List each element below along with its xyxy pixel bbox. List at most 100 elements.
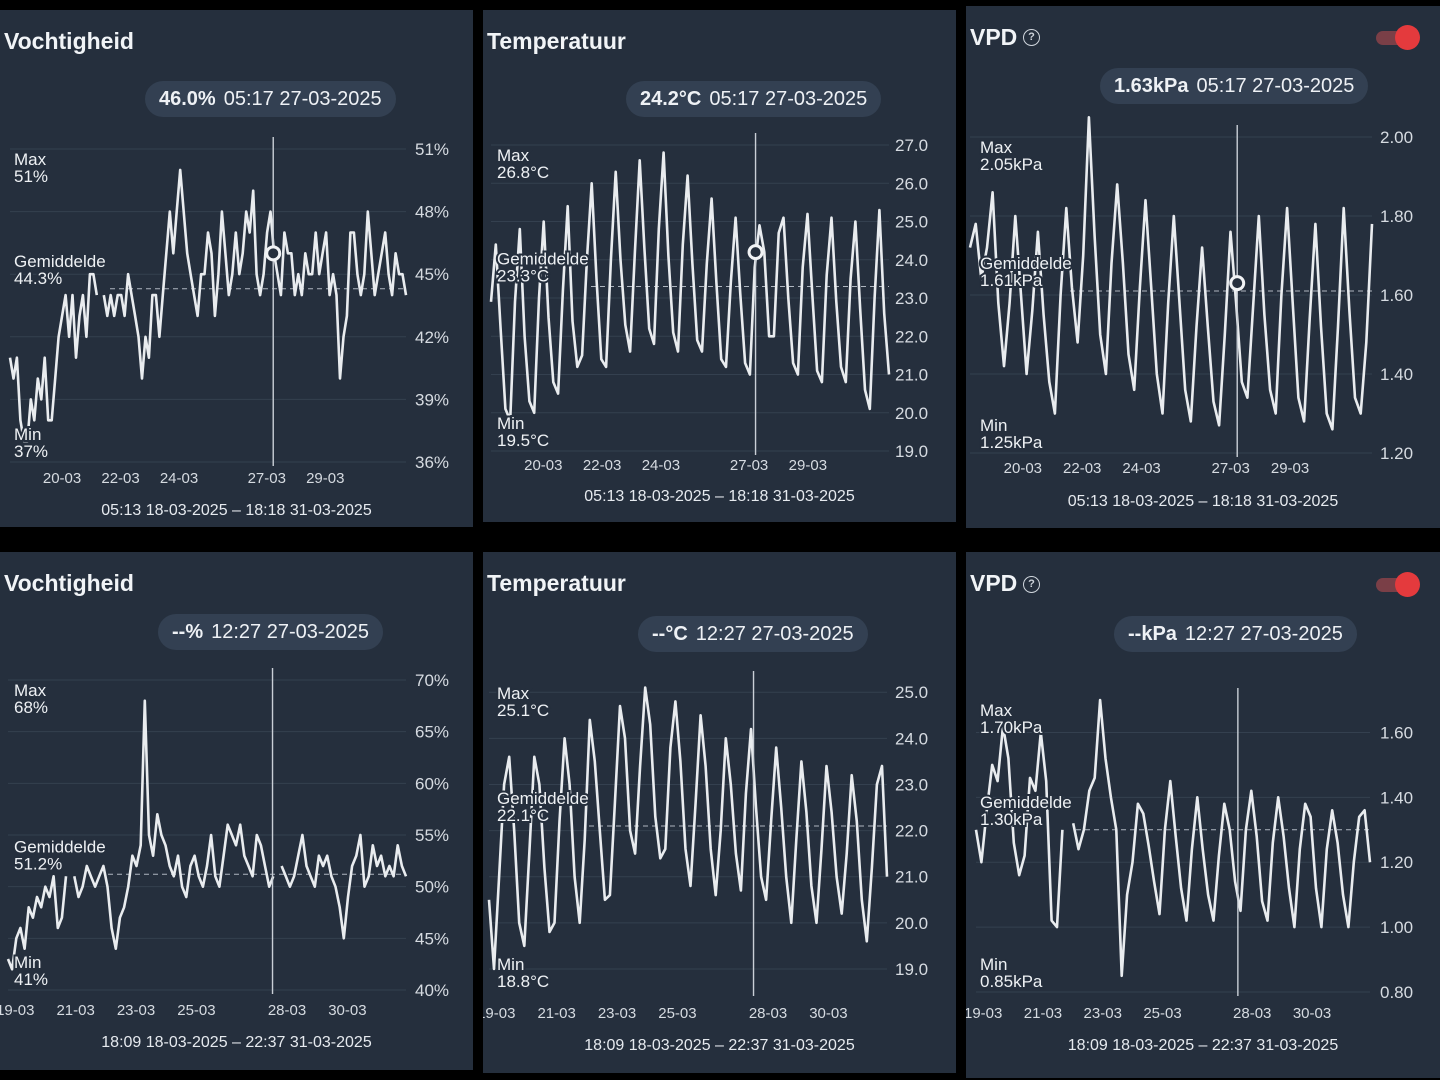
stat-min: 1.25kPa bbox=[980, 433, 1043, 452]
x-tick-label: 28-03 bbox=[1233, 1005, 1271, 1022]
line-chart[interactable]: 25.0 24.0 23.0 22.0 21.0 20.0 19.0 19-03 21-03 23… bbox=[483, 552, 956, 1073]
y-tick-label: 45% bbox=[415, 265, 449, 284]
readout-time: 12:27 27-03-2025 bbox=[1184, 623, 1343, 645]
value-readout: 46.0% 05:17 27-03-2025 bbox=[145, 81, 396, 117]
x-tick-label: 21-03 bbox=[56, 1002, 94, 1019]
y-tick-label: 20.0 bbox=[895, 914, 928, 933]
y-tick-label: 51% bbox=[415, 140, 449, 159]
cursor-marker[interactable] bbox=[265, 245, 282, 262]
readout-time: 12:27 27-03-2025 bbox=[211, 621, 370, 643]
y-tick-label: 65% bbox=[415, 723, 449, 742]
cursor-marker[interactable] bbox=[1229, 275, 1246, 292]
stat-avg-label: Gemiddelde bbox=[497, 789, 589, 808]
chart-panel: VPD? --kPa 12:27 27-03-2025 1.60 1.40 1.20 1.0… bbox=[966, 552, 1440, 1078]
stat-avg-label: Gemiddelde bbox=[980, 254, 1072, 273]
value-readout: 1.63kPa 05:17 27-03-2025 bbox=[1100, 68, 1369, 104]
chart-panel: Vochtigheid --% 12:27 27-03-2025 70% 65% 60% 5… bbox=[0, 552, 473, 1070]
panel-title: Vochtigheid bbox=[4, 570, 134, 596]
x-tick-label: 25-03 bbox=[658, 1005, 696, 1022]
panel-title: Vochtigheid bbox=[4, 28, 134, 54]
panel-title: VPD bbox=[970, 24, 1018, 50]
stat-min-label: Min bbox=[497, 414, 524, 433]
readout-time: 05:17 27-03-2025 bbox=[709, 88, 868, 110]
x-tick-label: 27-03 bbox=[248, 470, 286, 487]
date-range: 05:13 18-03-2025 – 18:18 31-03-2025 bbox=[584, 488, 855, 505]
stat-min-label: Min bbox=[980, 955, 1007, 974]
x-tick-label: 30-03 bbox=[1293, 1005, 1331, 1022]
readout-value: --% bbox=[172, 621, 204, 643]
x-tick-label: 19-03 bbox=[0, 1002, 34, 1019]
line-chart[interactable]: 1.60 1.40 1.20 1.00 0.80 19-03 21-03 23-03 25-03… bbox=[966, 552, 1440, 1078]
y-tick-label: 25.0 bbox=[895, 683, 928, 702]
x-tick-label: 23-03 bbox=[1084, 1005, 1122, 1022]
stat-avg-label: Gemiddelde bbox=[497, 250, 589, 269]
x-tick-label: 22-03 bbox=[101, 470, 139, 487]
cursor-marker[interactable] bbox=[747, 244, 764, 261]
y-tick-label: 45% bbox=[415, 929, 449, 948]
x-tick-label: 29-03 bbox=[789, 457, 827, 474]
stat-min: 41% bbox=[14, 970, 48, 989]
x-tick-label: 23-03 bbox=[117, 1002, 155, 1019]
readout-value: 1.63kPa bbox=[1114, 75, 1189, 97]
y-tick-label: 22.0 bbox=[895, 822, 928, 841]
x-tick-label: 27-03 bbox=[730, 457, 768, 474]
chart-panel: VPD? 1.63kPa 05:17 27-03-2025 2.00 1.80 1.60 1… bbox=[966, 6, 1440, 528]
stat-max-label: Max bbox=[980, 138, 1013, 157]
x-tick-label: 19-03 bbox=[966, 1005, 1002, 1022]
series-line bbox=[974, 698, 1372, 978]
y-tick-label: 23.0 bbox=[895, 289, 928, 308]
readout-value: --kPa bbox=[1128, 623, 1177, 645]
line-chart[interactable]: 70% 65% 60% 55% 50% 45% 40% 19-03 21-03 23-03 25-0… bbox=[0, 552, 473, 1070]
stat-avg-label: Gemiddelde bbox=[980, 793, 1072, 812]
x-tick-label: 25-03 bbox=[1143, 1005, 1181, 1022]
chart-toggle-switch[interactable] bbox=[1376, 25, 1420, 50]
y-tick-label: 1.20 bbox=[1380, 444, 1413, 463]
y-tick-label: 19.0 bbox=[895, 960, 928, 979]
x-tick-label: 24-03 bbox=[1122, 460, 1160, 477]
date-range: 05:13 18-03-2025 – 18:18 31-03-2025 bbox=[101, 502, 372, 519]
y-tick-label: 42% bbox=[415, 328, 449, 347]
toggle-knob bbox=[1395, 572, 1420, 597]
info-icon[interactable]: ? bbox=[1023, 29, 1040, 46]
y-tick-label: 22.0 bbox=[895, 327, 928, 346]
chart-panel: Temperatuur 24.2°C 05:17 27-03-2025 27.0 26.… bbox=[483, 10, 956, 522]
stat-max-label: Max bbox=[980, 701, 1013, 720]
info-icon[interactable]: ? bbox=[1023, 576, 1040, 593]
x-tick-label: 20-03 bbox=[43, 470, 81, 487]
x-tick-label: 29-03 bbox=[306, 470, 344, 487]
date-range: 05:13 18-03-2025 – 18:18 31-03-2025 bbox=[1067, 493, 1339, 510]
x-tick-label: 30-03 bbox=[809, 1005, 847, 1022]
series-line bbox=[487, 686, 889, 971]
line-chart[interactable]: 27.0 26.0 25.0 24.0 23.0 22.0 21.0 20.0 19.0 20-0… bbox=[483, 10, 956, 522]
stat-max: 2.05kPa bbox=[980, 155, 1043, 174]
line-chart[interactable]: 51% 48% 45% 42% 39% 36% 20-03 22-03 24-03 27-03 29… bbox=[0, 10, 473, 527]
readout-time: 12:27 27-03-2025 bbox=[695, 623, 854, 645]
series-line bbox=[968, 116, 1374, 431]
date-range: 18:09 18-03-2025 – 22:37 31-03-2025 bbox=[101, 1034, 372, 1051]
stat-max-label: Max bbox=[497, 684, 530, 703]
stat-max: 1.70kPa bbox=[980, 718, 1043, 737]
y-tick-label: 21.0 bbox=[895, 366, 928, 385]
readout-value: 46.0% bbox=[159, 88, 216, 110]
stat-avg: 23.3°C bbox=[497, 267, 549, 286]
chart-toggle-switch[interactable] bbox=[1376, 572, 1420, 597]
x-tick-label: 24-03 bbox=[160, 470, 198, 487]
stat-min-label: Min bbox=[14, 425, 41, 444]
line-chart[interactable]: 2.00 1.80 1.60 1.40 1.20 20-03 22-03 24-03 27-03… bbox=[966, 6, 1440, 528]
stat-min-label: Min bbox=[14, 953, 41, 972]
stat-min: 37% bbox=[14, 442, 48, 461]
y-tick-label: 1.40 bbox=[1380, 788, 1413, 807]
y-tick-label: 26.0 bbox=[895, 174, 928, 193]
stat-max: 51% bbox=[14, 167, 48, 186]
y-tick-label: 23.0 bbox=[895, 775, 928, 794]
y-tick-label: 0.80 bbox=[1380, 983, 1413, 1002]
y-tick-label: 39% bbox=[415, 390, 449, 409]
stat-min: 19.5°C bbox=[497, 431, 549, 450]
value-readout: 24.2°C 05:17 27-03-2025 bbox=[626, 81, 882, 117]
x-tick-label: 23-03 bbox=[598, 1005, 636, 1022]
y-tick-label: 1.60 bbox=[1380, 286, 1413, 305]
stat-avg: 1.61kPa bbox=[980, 271, 1043, 290]
y-tick-label: 70% bbox=[415, 671, 449, 690]
value-readout: --kPa 12:27 27-03-2025 bbox=[1114, 616, 1357, 652]
x-tick-label: 24-03 bbox=[642, 457, 680, 474]
